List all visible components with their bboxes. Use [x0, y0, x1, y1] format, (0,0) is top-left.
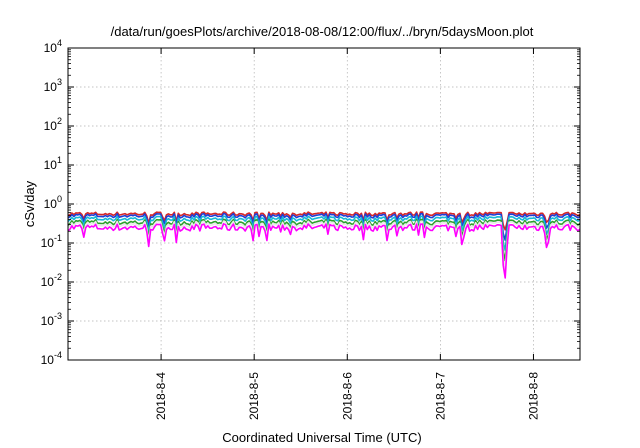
y-axis-label: cSv/day [22, 180, 37, 227]
x-tick-label: 2018-8-6 [340, 372, 354, 420]
x-axis-ticks: 2018-8-4 2018-8-5 2018-8-6 2018-8-7 2018-8-8 [154, 48, 540, 420]
x-tick-label: 2018-8-4 [154, 372, 168, 420]
y-tick-label: 10-4 [41, 350, 62, 367]
series-line [67, 220, 581, 271]
series-line [67, 211, 581, 231]
series-line [67, 215, 581, 252]
grid [68, 48, 580, 360]
y-tick-label: 103 [44, 77, 62, 94]
y-axis-ticks: 10-4 10-3 10-2 10-1 100 101 102 103 104 [41, 38, 580, 367]
x-tick-label: 2018-8-7 [433, 372, 447, 420]
series-line [67, 212, 581, 241]
y-tick-label: 102 [44, 116, 62, 133]
y-tick-label: 104 [44, 38, 62, 55]
series-lines [67, 211, 581, 279]
x-tick-label: 2018-8-5 [247, 372, 261, 420]
y-tick-label: 10-3 [41, 311, 62, 328]
series-line [67, 223, 581, 279]
chart-title: /data/run/goesPlots/archive/2018-08-08/1… [111, 24, 534, 39]
x-axis-label: Coordinated Universal Time (UTC) [222, 430, 421, 445]
x-tick-label: 2018-8-8 [526, 372, 540, 420]
series-line [67, 218, 581, 262]
y-tick-label: 10-1 [41, 233, 62, 250]
y-tick-label: 100 [44, 194, 62, 211]
y-tick-label: 10-2 [41, 272, 62, 289]
y-tick-label: 101 [44, 155, 62, 172]
